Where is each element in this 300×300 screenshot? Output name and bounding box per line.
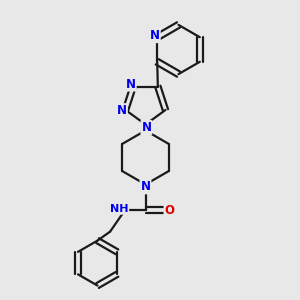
Text: N: N [140, 180, 151, 194]
Text: O: O [164, 203, 175, 217]
Text: N: N [117, 104, 127, 117]
Text: N: N [141, 121, 152, 134]
Text: N: N [126, 78, 136, 91]
Text: NH: NH [110, 204, 128, 214]
Text: N: N [150, 29, 160, 42]
